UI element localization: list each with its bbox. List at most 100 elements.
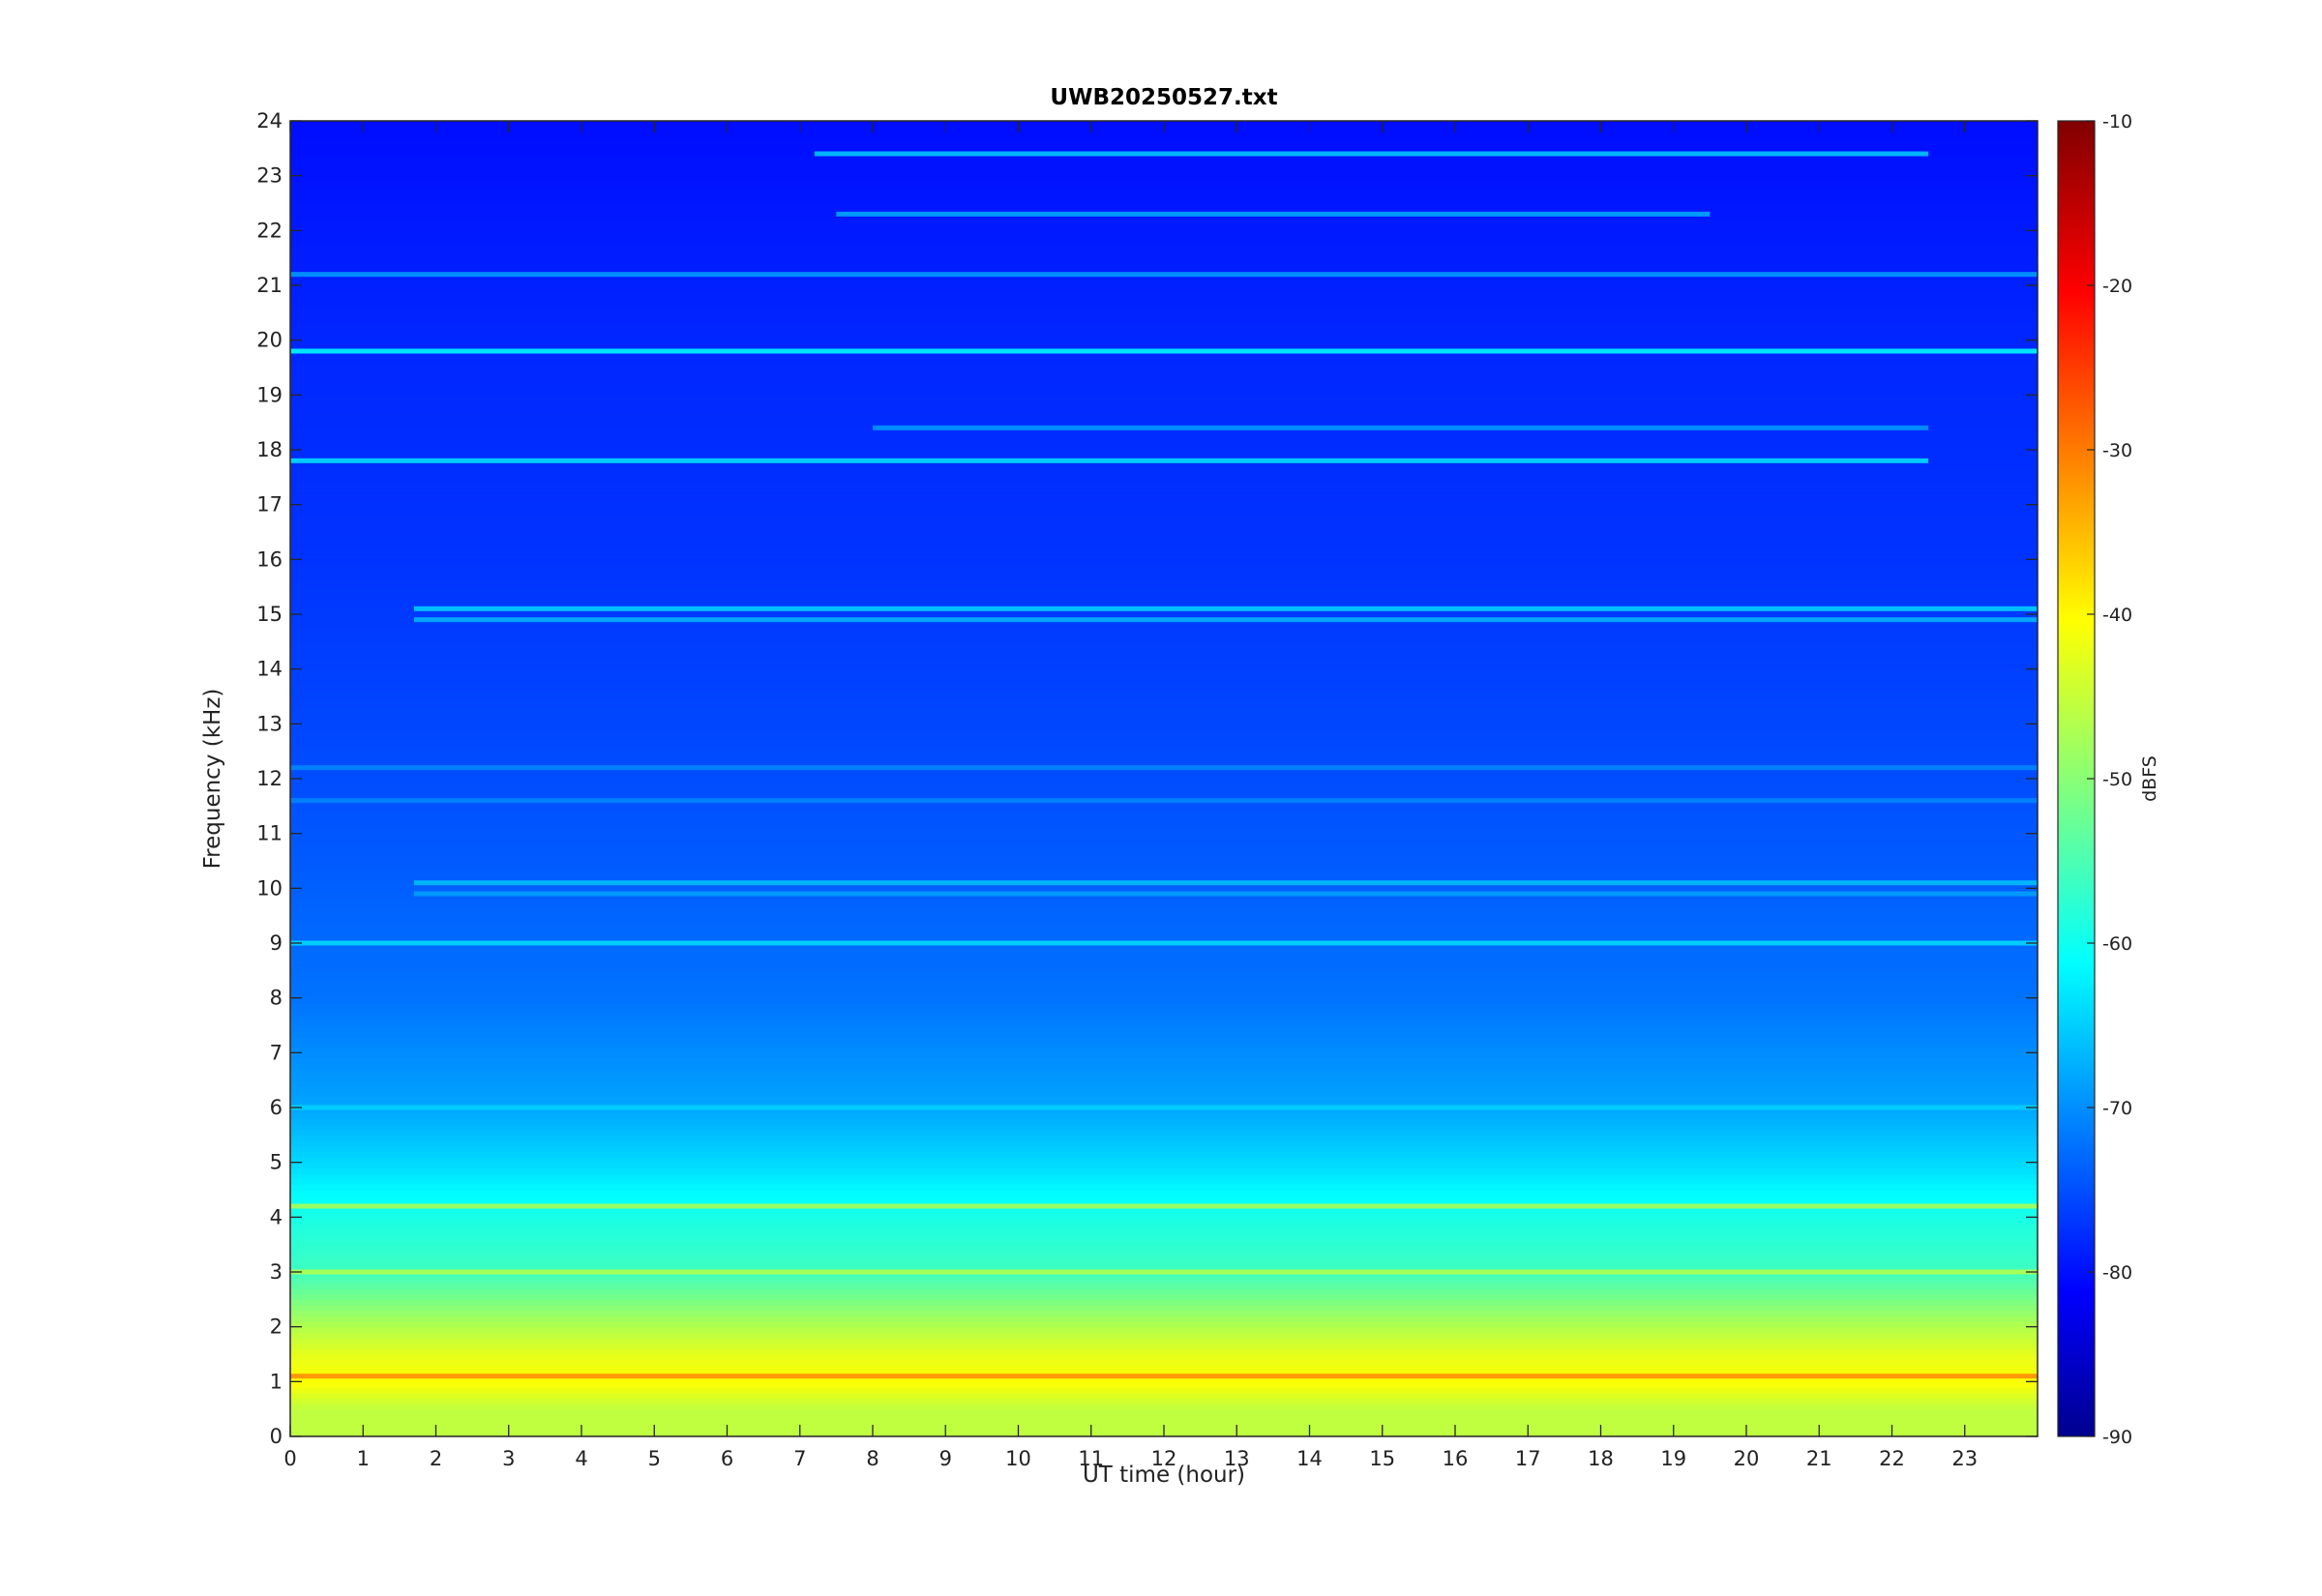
heatmap-band xyxy=(290,302,2038,309)
heatmap-band xyxy=(290,943,2038,950)
heatmap-band xyxy=(290,203,2038,210)
heatmap-band xyxy=(290,674,2038,681)
heatmap-band xyxy=(290,746,2038,753)
heatmap-band xyxy=(290,154,2038,161)
heatmap-band xyxy=(290,1310,2038,1316)
y-tick-label: 10 xyxy=(256,876,283,900)
heatmap-band xyxy=(290,1102,2038,1108)
heatmap-band xyxy=(290,581,2038,588)
heatmap-band xyxy=(290,1096,2038,1103)
heatmap-band xyxy=(290,1239,2038,1246)
heatmap-band xyxy=(290,997,2038,1004)
heatmap-band xyxy=(290,175,2038,182)
tonal-line xyxy=(814,151,1929,157)
y-tick-label: 20 xyxy=(256,329,283,352)
heatmap-band xyxy=(290,1299,2038,1306)
heatmap-band xyxy=(290,187,2038,193)
x-tick-label: 17 xyxy=(1515,1447,1541,1470)
heatmap-band xyxy=(290,1108,2038,1114)
x-tick-label: 21 xyxy=(1806,1447,1832,1470)
heatmap-band xyxy=(290,460,2038,467)
heatmap-band xyxy=(290,504,2038,511)
heatmap-band xyxy=(290,142,2038,149)
heatmap-band xyxy=(290,1184,2038,1191)
heatmap-band xyxy=(290,1348,2038,1355)
heatmap-band xyxy=(290,1173,2038,1180)
heatmap-band xyxy=(290,1042,2038,1049)
heatmap-band xyxy=(290,1321,2038,1328)
heatmap-band xyxy=(290,543,2038,549)
heatmap-band xyxy=(290,625,2038,632)
heatmap-band xyxy=(290,586,2038,593)
heatmap-band xyxy=(290,1091,2038,1098)
heatmap-band xyxy=(290,378,2038,385)
heatmap-band xyxy=(290,1381,2038,1388)
heatmap-band xyxy=(290,1293,2038,1300)
heatmap-band xyxy=(290,1025,2038,1032)
y-tick-label: 8 xyxy=(270,987,283,1010)
heatmap-band xyxy=(290,751,2038,757)
heatmap-band xyxy=(290,658,2038,665)
heatmap-band xyxy=(290,345,2038,352)
heatmap-band xyxy=(290,520,2038,527)
heatmap-band xyxy=(290,214,2038,221)
heatmap-band xyxy=(290,839,2038,845)
tonal-line xyxy=(413,891,2038,897)
heatmap-band xyxy=(290,576,2038,582)
heatmap-band xyxy=(290,664,2038,670)
heatmap-band xyxy=(290,312,2038,319)
x-tick-label: 1 xyxy=(357,1447,370,1470)
heatmap-band xyxy=(290,795,2038,802)
heatmap-band xyxy=(290,1354,2038,1361)
heatmap-band xyxy=(290,400,2038,407)
colorbar-tick-label: -50 xyxy=(2102,769,2132,790)
heatmap-band xyxy=(290,384,2038,391)
heatmap-band xyxy=(290,603,2038,609)
heatmap-band xyxy=(290,208,2038,215)
heatmap-band xyxy=(290,1112,2038,1119)
heatmap-band xyxy=(290,1030,2038,1037)
heatmap-band xyxy=(290,1387,2038,1394)
y-tick-label: 2 xyxy=(270,1315,283,1339)
heatmap-band xyxy=(290,1408,2038,1415)
heatmap-band xyxy=(290,395,2038,401)
heatmap-band xyxy=(290,257,2038,264)
heatmap-band xyxy=(290,1058,2038,1065)
heatmap-band xyxy=(290,1145,2038,1152)
heatmap-band xyxy=(290,570,2038,576)
tonal-line xyxy=(290,458,1929,463)
heatmap-band xyxy=(290,937,2038,944)
heatmap-band xyxy=(290,707,2038,714)
heatmap-band xyxy=(290,296,2038,303)
heatmap-band xyxy=(290,915,2038,922)
tonal-line xyxy=(413,617,2038,623)
colorbar-tick-label: -40 xyxy=(2102,605,2132,626)
heatmap-band xyxy=(290,471,2038,478)
heatmap-band xyxy=(290,164,2038,171)
heatmap-band xyxy=(290,422,2038,429)
heatmap-band xyxy=(290,1157,2038,1164)
heatmap-band xyxy=(290,1003,2038,1010)
heatmap-band xyxy=(290,767,2038,774)
heatmap-band xyxy=(290,1420,2038,1427)
heatmap-band xyxy=(290,1075,2038,1081)
heatmap-band xyxy=(290,280,2038,286)
heatmap-band xyxy=(290,1206,2038,1213)
heatmap-band xyxy=(290,1359,2038,1366)
y-tick-label: 7 xyxy=(270,1041,283,1064)
colorbar-tick-label: -20 xyxy=(2102,276,2132,297)
heatmap-band xyxy=(290,680,2038,687)
heatmap-band xyxy=(290,631,2038,637)
heatmap-band xyxy=(290,1283,2038,1289)
heatmap-band xyxy=(290,948,2038,955)
heatmap-band xyxy=(290,1014,2038,1020)
x-tick-label: 14 xyxy=(1296,1447,1323,1470)
y-tick-label: 9 xyxy=(270,931,283,955)
heatmap-band xyxy=(290,132,2038,138)
x-tick-label: 6 xyxy=(721,1447,733,1470)
heatmap-band xyxy=(290,1195,2038,1201)
heatmap-band xyxy=(290,619,2038,626)
x-tick-label: 20 xyxy=(1734,1447,1760,1470)
